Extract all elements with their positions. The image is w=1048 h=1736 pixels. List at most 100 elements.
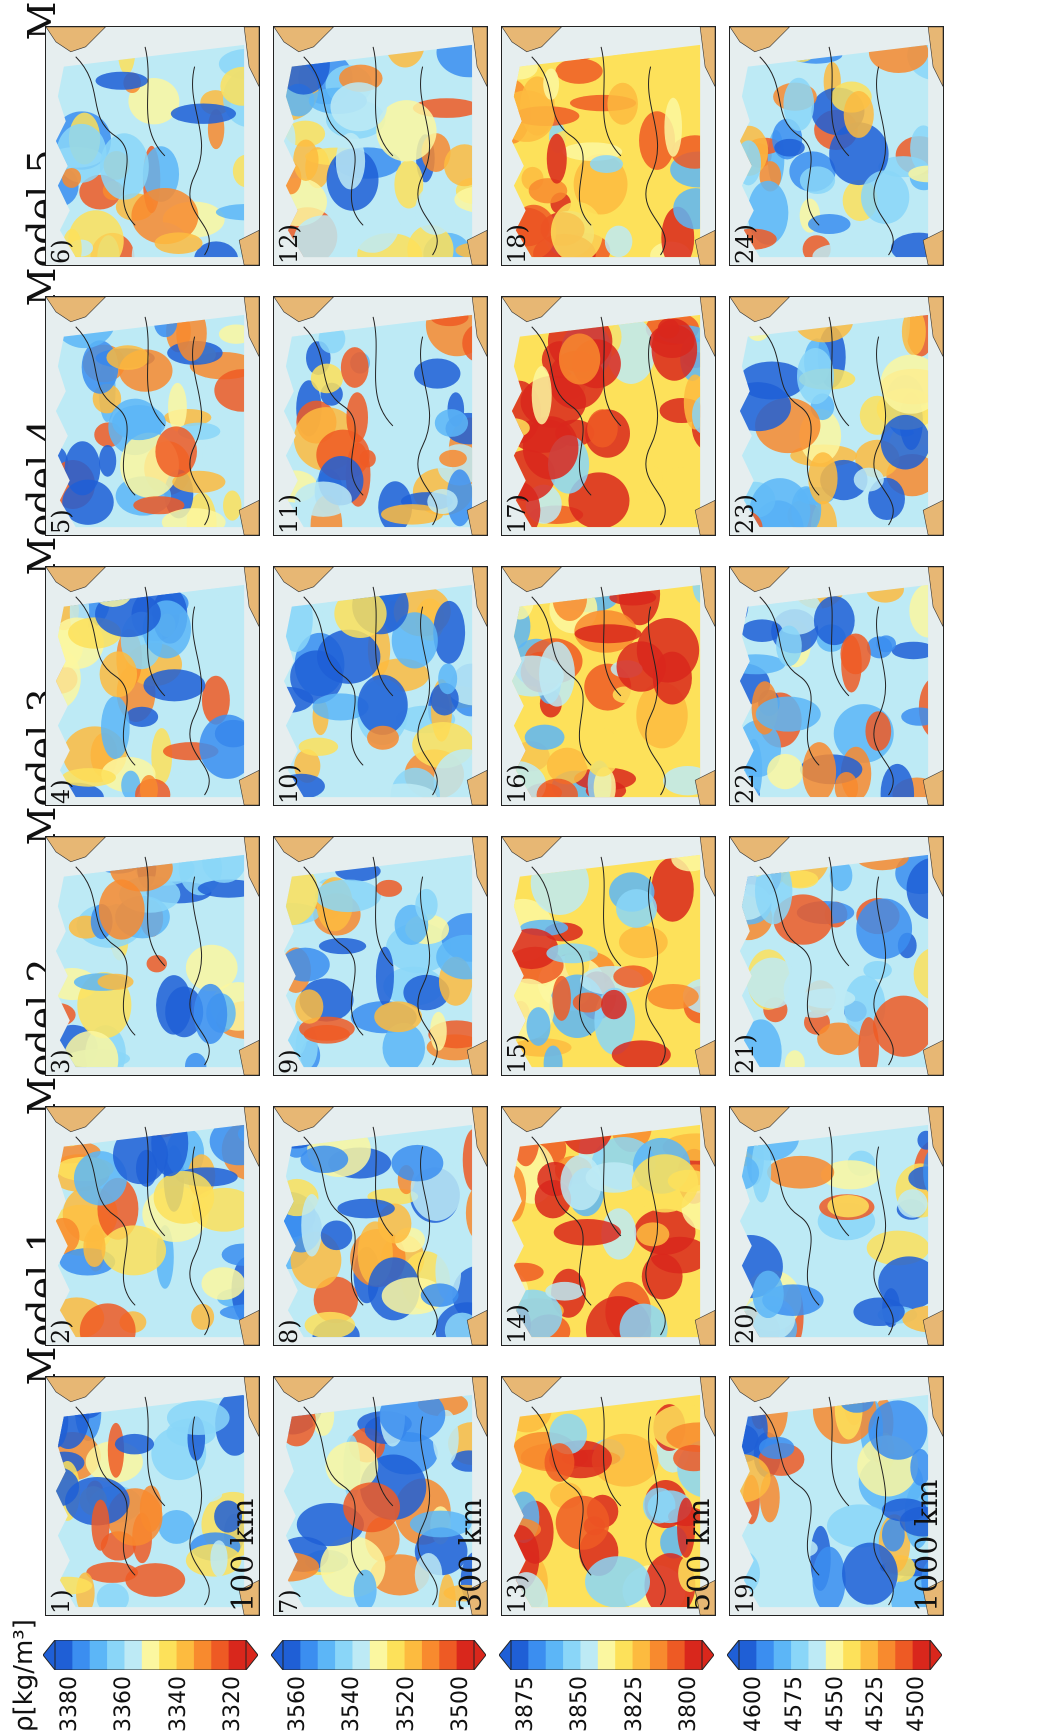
density-anomaly xyxy=(539,641,575,707)
density-map-panel xyxy=(45,1106,260,1346)
density-anomaly xyxy=(332,1124,364,1131)
density-anomaly xyxy=(62,168,82,188)
density-anomaly xyxy=(112,404,166,441)
density-anomaly xyxy=(315,879,381,913)
density-anomaly xyxy=(767,1155,835,1189)
density-anomaly xyxy=(303,1025,350,1044)
density-anomaly xyxy=(285,120,326,147)
density-anomaly xyxy=(434,409,469,437)
density-anomaly xyxy=(574,624,642,644)
colorbar-tick-label: 3850 xyxy=(567,1676,593,1732)
density-anomaly xyxy=(430,314,469,327)
density-anomaly xyxy=(880,354,929,414)
land-mass xyxy=(274,567,487,805)
panel-number: 4) xyxy=(47,779,75,804)
density-anomaly xyxy=(214,1500,243,1533)
density-anomaly xyxy=(219,1304,245,1321)
density-map-panel xyxy=(501,836,716,1076)
colorbar-segment xyxy=(843,1640,862,1670)
colorbar-segment xyxy=(877,1640,896,1670)
depth-label: 500 km xyxy=(682,1498,717,1612)
density-anomaly xyxy=(202,854,245,883)
density-anomaly xyxy=(142,146,180,202)
density-anomaly xyxy=(677,1497,696,1558)
density-anomaly xyxy=(359,450,376,468)
colorbar-segment xyxy=(667,1640,686,1670)
density-map-panel xyxy=(501,296,716,536)
density-anomaly xyxy=(856,898,913,959)
density-anomaly xyxy=(55,1576,93,1595)
density-anomaly xyxy=(593,767,616,798)
density-anomaly xyxy=(153,1171,215,1224)
density-anomaly xyxy=(99,133,149,200)
density-anomaly xyxy=(640,465,664,495)
colorbar-segment xyxy=(176,1640,195,1670)
density-anomaly xyxy=(881,1498,928,1522)
density-anomaly xyxy=(415,888,438,921)
colorbar-segment xyxy=(300,1640,319,1670)
density-anomaly xyxy=(185,944,238,992)
density-anomaly xyxy=(546,747,588,785)
density-anomaly xyxy=(79,1303,136,1338)
density-anomaly xyxy=(334,589,387,639)
panel-number: 6) xyxy=(47,239,75,264)
density-map-panel xyxy=(273,296,488,536)
density-map-panel xyxy=(273,26,488,266)
colorbar-segment xyxy=(369,1640,388,1670)
land-mass xyxy=(730,297,943,535)
colorbar-tick-label: 4525 xyxy=(863,1676,889,1732)
coastline xyxy=(75,1396,210,1606)
density-anomaly xyxy=(158,1509,195,1544)
colorbar-tick-label: 3340 xyxy=(165,1676,191,1732)
density-anomaly xyxy=(647,983,699,1010)
coastline xyxy=(531,316,666,526)
density-anomaly xyxy=(55,1217,80,1255)
density-anomaly xyxy=(335,132,366,190)
density-anomaly xyxy=(616,641,666,692)
density-anomaly xyxy=(330,82,387,132)
density-anomaly xyxy=(890,232,929,258)
density-anomaly xyxy=(543,1045,563,1068)
density-anomaly xyxy=(106,345,150,370)
density-anomaly xyxy=(313,1276,359,1324)
coastline xyxy=(759,856,894,1066)
land-mass xyxy=(46,837,259,1075)
density-anomaly xyxy=(796,347,835,405)
density-anomaly xyxy=(420,1283,459,1307)
colorbar-segment xyxy=(124,1640,143,1670)
density-anomaly xyxy=(526,1007,551,1046)
coastline xyxy=(531,1396,666,1606)
density-anomaly xyxy=(218,324,245,344)
density-anomaly xyxy=(813,596,855,646)
density-anomaly xyxy=(462,323,473,363)
density-anomaly xyxy=(585,1556,651,1608)
density-anomaly xyxy=(550,201,603,258)
density-anomaly xyxy=(839,1394,874,1413)
density-anomaly xyxy=(283,1397,316,1447)
density-anomaly xyxy=(293,215,356,258)
density-anomaly xyxy=(367,725,399,750)
density-anomaly xyxy=(758,1436,795,1460)
density-anomaly xyxy=(673,188,701,230)
colorbar-segment xyxy=(439,1640,458,1670)
density-anomaly xyxy=(820,1160,881,1190)
density-anomaly xyxy=(880,414,929,470)
colorbar-segment xyxy=(895,1640,914,1670)
coastline xyxy=(75,316,210,526)
panel-number: 13) xyxy=(503,1574,531,1614)
colorbar-segment xyxy=(597,1640,616,1670)
density-anomaly xyxy=(536,778,578,798)
coastline xyxy=(759,1396,894,1606)
density-map-panel xyxy=(501,1376,716,1616)
density-anomaly xyxy=(143,669,206,702)
density-anomaly xyxy=(325,1441,379,1491)
land-mass xyxy=(46,27,259,265)
density-anomaly xyxy=(751,1135,772,1203)
density-anomaly xyxy=(415,185,456,235)
coastline xyxy=(531,586,666,796)
colorbar-segment xyxy=(352,1640,371,1670)
colorbar-segment xyxy=(317,1640,336,1670)
density-anomaly xyxy=(812,1546,846,1608)
colorbar-segment xyxy=(756,1640,775,1670)
density-map-panel xyxy=(729,26,944,266)
